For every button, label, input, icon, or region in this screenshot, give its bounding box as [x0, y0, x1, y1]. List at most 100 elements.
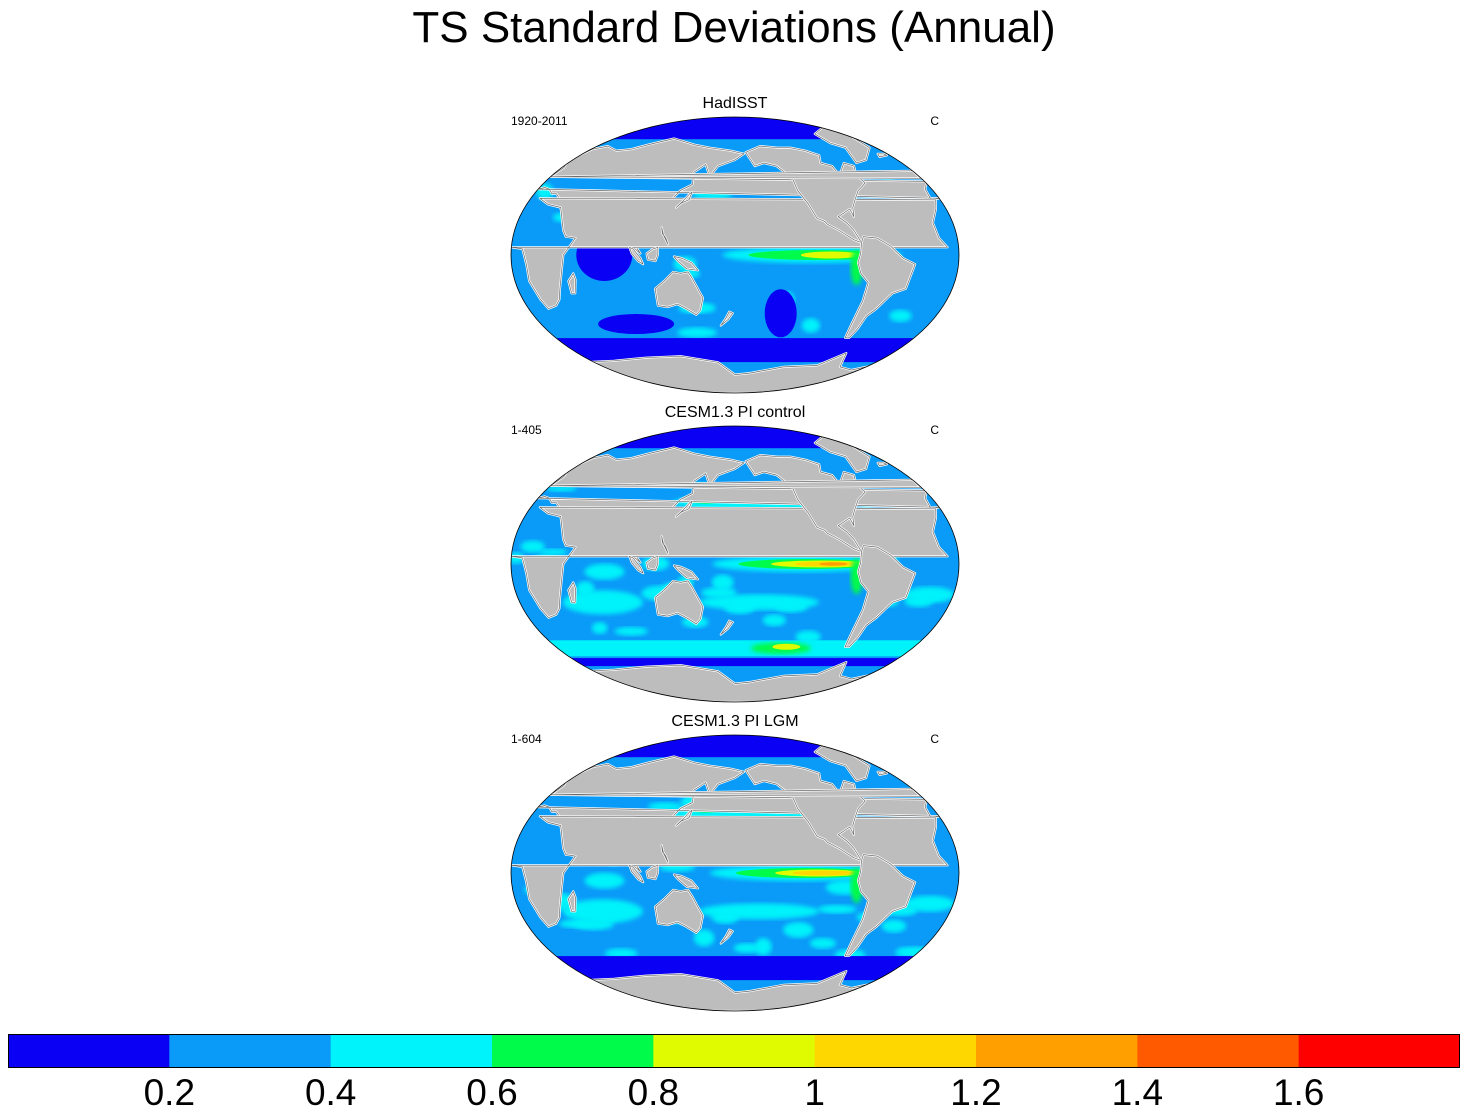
colorbar-tick-label: 0.6: [466, 1072, 518, 1113]
map-outline: [510, 734, 960, 1012]
figure-title: TS Standard Deviations (Annual): [412, 3, 1056, 52]
variability-patch: [520, 540, 545, 553]
panel-units: C: [930, 732, 939, 746]
ocean-field: [511, 426, 959, 702]
colorbar-swatch: [814, 1034, 977, 1068]
panel-period: 1-405: [511, 423, 542, 437]
indonesia-sumatra-landmass-outline: [629, 864, 644, 883]
indonesia-sumatra-landmass-outline: [629, 555, 644, 574]
colorbar-swatch: [492, 1034, 654, 1068]
iceland-landmass-outline: [877, 771, 888, 776]
south-america-landmass-outline: [844, 545, 916, 648]
north-america-landmass-outline: [745, 454, 866, 553]
map-outline: [510, 116, 960, 394]
indian-ocean-band: [562, 899, 643, 924]
variability-patch: [733, 943, 761, 953]
variability-patch: [783, 922, 814, 938]
colorbar-tick-label: 1.4: [1111, 1072, 1164, 1113]
colorbar-tick-label: 0.4: [304, 1072, 357, 1113]
variability-patch: [809, 938, 836, 949]
new-guinea-landmass-outline: [673, 256, 699, 271]
indian-ocean-equatorial: [584, 872, 625, 889]
new-guinea-landmass-outline: [673, 565, 699, 580]
colorbar-swatch: [330, 1034, 493, 1068]
colorbar-tick-label: 1.2: [950, 1072, 1002, 1113]
variability-patch: [711, 574, 734, 591]
africa-landmass-outline: [511, 815, 948, 928]
map-outline: [510, 425, 960, 703]
philippines-landmass-outline: [661, 845, 669, 863]
enso-tongue-peak: [792, 870, 857, 876]
colorbar-tick-label: 1: [804, 1072, 825, 1113]
colorbar-tick-label: 0.2: [143, 1072, 196, 1113]
southern-ocean-band: [511, 640, 959, 657]
south-atlantic-band: [904, 895, 955, 912]
variability-patch: [538, 548, 568, 556]
southern-ocean-low-band: [511, 956, 959, 981]
indonesia-borneo-landmass-outline: [646, 246, 659, 262]
variability-patch: [648, 802, 683, 811]
madagascar-landmass-outline: [568, 273, 576, 294]
new-zealand-landmass-outline: [720, 929, 734, 944]
southern-ocean-peak: [772, 643, 801, 650]
colorbar-swatch: [1298, 1034, 1460, 1068]
colorbar-swatch: [169, 1034, 332, 1068]
variability-patch: [701, 587, 737, 599]
indian-ocean-mid: [569, 291, 618, 311]
variability-patch: [754, 938, 772, 956]
variability-patch: [677, 327, 718, 338]
variability-patch: [801, 318, 820, 333]
madagascar-landmass-outline: [568, 891, 576, 912]
panel-period: 1920-2011: [511, 114, 568, 128]
variability-patch: [614, 626, 648, 636]
south-pacific-band: [699, 594, 819, 611]
japan-landmass-outline: [675, 191, 693, 208]
arctic-low-band: [511, 426, 959, 449]
south-pacific-band: [699, 903, 819, 920]
panel-period: 1-604: [511, 732, 542, 746]
variability-patch: [881, 919, 907, 933]
africa-landmass-outline: [511, 197, 948, 310]
arctic-low-band: [511, 117, 959, 140]
enso-tongue-max: [819, 562, 848, 566]
indonesia-borneo-landmass-outline: [646, 864, 659, 880]
colorbar-swatch: [976, 1034, 1138, 1068]
south-america-landmass-outline: [844, 854, 916, 957]
australia-landmass-outline: [654, 580, 704, 625]
indonesia-borneo-landmass-outline: [646, 555, 659, 571]
antarctic-edge-low: [511, 658, 959, 667]
variability-patch: [889, 309, 912, 322]
south-pacific-low: [764, 289, 797, 338]
north-america-landmass-outline: [745, 145, 866, 244]
arctic-low-band: [511, 735, 959, 758]
variability-patch: [693, 929, 715, 947]
indian-ocean-equatorial: [584, 563, 625, 580]
south-atlantic-band: [904, 586, 955, 603]
iceland-landmass-outline: [877, 153, 888, 158]
variability-patch: [591, 622, 608, 634]
japan-landmass-outline: [675, 809, 693, 826]
variability-patch: [604, 948, 638, 959]
map-hadisst: [510, 116, 960, 394]
new-guinea-landmass-outline: [673, 874, 699, 889]
panel-units: C: [930, 423, 939, 437]
panel-units: C: [930, 114, 939, 128]
indonesia-sumatra-landmass-outline: [629, 246, 644, 265]
africa-landmass-outline: [511, 506, 948, 619]
colorbar-tick-label: 0.8: [627, 1072, 680, 1113]
north-america-landmass-outline: [745, 763, 866, 862]
australia-landmass-outline: [654, 271, 704, 316]
variability-patch: [795, 630, 821, 644]
panel-cesm-pi-lgm: CESM1.3 PI LGM 1-604 C: [505, 713, 965, 1018]
panel-title: HadISST: [702, 95, 768, 112]
panel-cesm-pi-control: CESM1.3 PI control 1-405 C: [505, 404, 965, 709]
madagascar-landmass-outline: [568, 582, 576, 603]
new-zealand-landmass-outline: [720, 620, 734, 635]
colorbar-swatch: [1137, 1034, 1300, 1068]
south-america-landmass-outline: [844, 236, 916, 339]
enso-tongue-core: [800, 251, 861, 259]
panel-hadisst: HadISST 1920-2011 C: [505, 95, 965, 400]
panel-title: CESM1.3 PI control: [664, 404, 806, 421]
colorbar-tick-label: 1.6: [1272, 1072, 1325, 1113]
ocean-field: [511, 117, 959, 393]
